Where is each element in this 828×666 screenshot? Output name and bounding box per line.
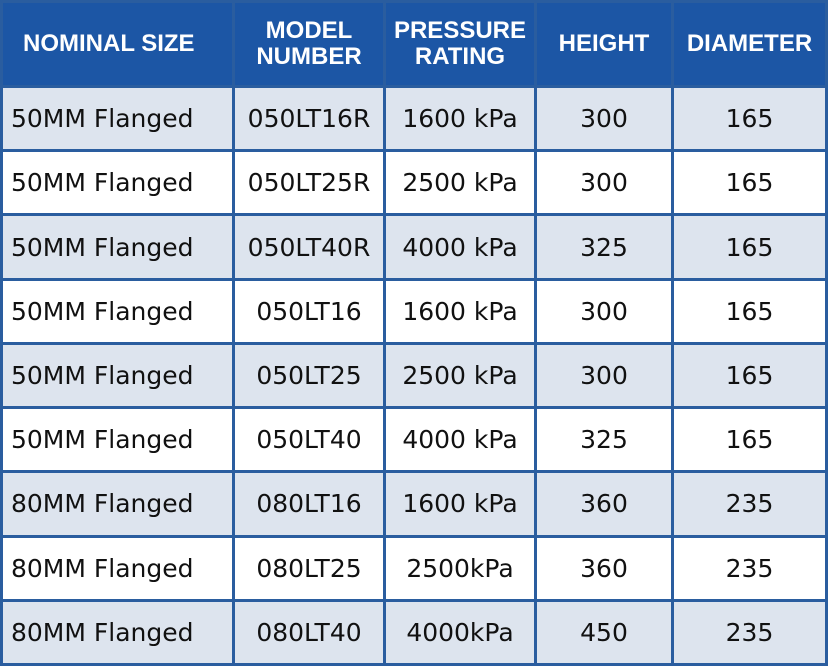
table-cell: 4000 kPa <box>386 216 534 278</box>
table-cell: 325 <box>537 409 671 471</box>
table-cell: 50MM Flanged <box>3 152 232 214</box>
table-cell: 165 <box>674 409 825 471</box>
table-cell: 080LT16 <box>235 473 383 535</box>
table-cell: 50MM Flanged <box>3 344 232 407</box>
table-cell: 050LT40R <box>235 216 383 278</box>
table-cell: 050LT25 <box>235 344 383 407</box>
table-cell: 50MM Flanged <box>3 280 232 342</box>
table-cell: 300 <box>537 344 671 407</box>
table-cell: 2500 kPa <box>386 152 534 214</box>
table-cell: 235 <box>674 473 825 535</box>
table-cell: 80MM Flanged <box>3 473 232 535</box>
header-cell: PRESSURE RATING <box>386 3 534 85</box>
table-cell: 165 <box>674 152 825 214</box>
table-cell: 1600 kPa <box>386 473 534 535</box>
table-cell: 50MM Flanged <box>3 409 232 471</box>
table-cell: 2500 kPa <box>386 344 534 407</box>
table-cell: 450 <box>537 601 671 663</box>
table-cell: 360 <box>537 537 671 599</box>
table-cell: 1600 kPa <box>386 88 534 150</box>
table-cell: 050LT25R <box>235 152 383 214</box>
table-cell: 165 <box>674 88 825 150</box>
table-cell: 235 <box>674 537 825 599</box>
table-cell: 080LT25 <box>235 537 383 599</box>
table-cell: 080LT40 <box>235 601 383 663</box>
header-cell: DIAMETER <box>674 3 825 85</box>
table-cell: 050LT40 <box>235 409 383 471</box>
table-cell: 165 <box>674 216 825 278</box>
header-cell: HEIGHT <box>537 3 671 85</box>
table-cell: 2500kPa <box>386 537 534 599</box>
table-cell: 300 <box>537 280 671 342</box>
header-cell: NOMINAL SIZE <box>3 3 232 85</box>
table-cell: 300 <box>537 152 671 214</box>
table-cell: 050LT16R <box>235 88 383 150</box>
table-cell: 165 <box>674 280 825 342</box>
table-cell: 50MM Flanged <box>3 88 232 150</box>
table-cell: 1600 kPa <box>386 280 534 342</box>
table-cell: 325 <box>537 216 671 278</box>
table-cell: 50MM Flanged <box>3 216 232 278</box>
table-cell: 300 <box>537 88 671 150</box>
table-cell: 80MM Flanged <box>3 537 232 599</box>
table-cell: 80MM Flanged <box>3 601 232 663</box>
table-cell: 165 <box>674 344 825 407</box>
table-cell: 4000 kPa <box>386 409 534 471</box>
table-cell: 360 <box>537 473 671 535</box>
header-cell: MODEL NUMBER <box>235 3 383 85</box>
table-cell: 050LT16 <box>235 280 383 342</box>
table-cell: 4000kPa <box>386 601 534 663</box>
table-cell: 235 <box>674 601 825 663</box>
